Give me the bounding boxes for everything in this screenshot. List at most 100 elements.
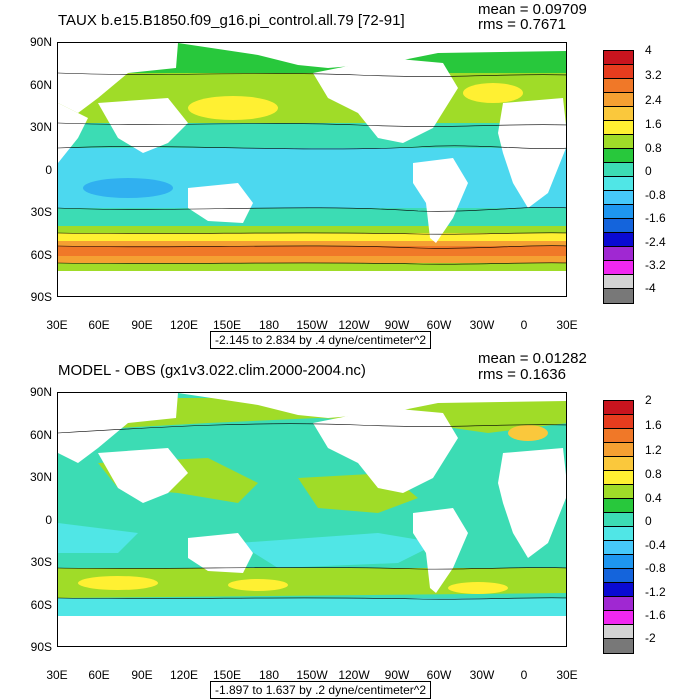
colorbar-label: 0 xyxy=(645,514,652,528)
colorbar-label: 0.8 xyxy=(645,141,662,155)
band-south-yellow xyxy=(58,233,566,241)
taux-map xyxy=(57,42,567,297)
taux-panel: TAUX b.e15.B1850.f09_g16.pi_control.all.… xyxy=(0,0,700,349)
contour-range-label: -2.145 to 2.834 by .4 dyne/centimeter^2 xyxy=(210,331,432,349)
lon-label: 30E xyxy=(556,668,578,682)
asia-south-land xyxy=(98,98,188,153)
lon-label: 30W xyxy=(469,318,495,332)
colorbar-label: -2 xyxy=(645,631,656,645)
colorbar-label: 0.4 xyxy=(645,491,662,505)
lon-label: 150W xyxy=(296,668,328,682)
south-yellow-2 xyxy=(228,579,288,591)
lon-label: 60W xyxy=(426,668,452,682)
colorbar-label: 4 xyxy=(645,43,652,57)
eurasia-land xyxy=(58,393,178,463)
colorbar-label: 3.2 xyxy=(645,68,662,82)
model-obs-panel: MODEL - OBS (gx1v3.022.clim.2000-2004.nc… xyxy=(0,350,700,699)
north-pacific-max xyxy=(188,96,278,120)
colorbar-label: 1.2 xyxy=(645,443,662,457)
colorbar-label: 0 xyxy=(645,164,652,178)
lat-label: 30N xyxy=(29,120,52,134)
band-south-green xyxy=(58,226,566,233)
lon-label: 90W xyxy=(384,318,410,332)
taux-map-canvas xyxy=(58,43,566,296)
lon-label: 150E xyxy=(212,668,242,682)
band-trades xyxy=(58,148,566,208)
rms-label: rms = 0.1636 xyxy=(478,366,566,383)
colorbar-label: -0.4 xyxy=(645,538,666,552)
rms-label: rms = 0.7671 xyxy=(478,16,566,33)
africa-land xyxy=(498,448,566,558)
mean-label: mean = 0.01282 xyxy=(478,350,587,367)
indian-cyan-patch xyxy=(58,523,138,553)
colorbar xyxy=(603,50,634,304)
colorbar-label: -2.4 xyxy=(645,235,666,249)
colorbar-label: -4 xyxy=(645,281,656,295)
lon-label: 30E xyxy=(46,668,68,682)
south-cyan-band xyxy=(58,598,566,616)
lat-label: 0 xyxy=(45,163,52,177)
colorbar xyxy=(603,400,634,654)
diff-map xyxy=(57,392,567,647)
south-pacific-cyan xyxy=(238,533,438,568)
lat-label: 60S xyxy=(30,598,52,612)
lat-label: 90N xyxy=(29,35,52,49)
lon-label: 90E xyxy=(131,668,153,682)
antarctica xyxy=(58,616,566,646)
band-south-sub xyxy=(58,208,566,228)
colorbar-label: 2.4 xyxy=(645,93,662,107)
colorbar-label: -1.6 xyxy=(645,211,666,225)
lon-label: 120E xyxy=(169,318,199,332)
lat-label: 0 xyxy=(45,513,52,527)
antarctica xyxy=(58,271,566,296)
colorbar-label: 0.8 xyxy=(645,467,662,481)
lat-label: 60S xyxy=(30,248,52,262)
lon-label: 60E xyxy=(88,318,110,332)
lon-label: 0 xyxy=(520,668,528,682)
lon-label: 180 xyxy=(258,318,280,332)
north-america-land xyxy=(313,408,458,493)
lat-label: 30S xyxy=(30,205,52,219)
lon-label: 30W xyxy=(469,668,495,682)
colorbar-label: -0.8 xyxy=(645,188,666,202)
lon-label: 180 xyxy=(258,668,280,682)
colorbar-label: -3.2 xyxy=(645,258,666,272)
arctic-land xyxy=(178,43,566,68)
colorbar-label: -1.6 xyxy=(645,608,666,622)
mean-label: mean = 0.09709 xyxy=(478,1,587,18)
lon-label: 60E xyxy=(88,668,110,682)
lon-label: 0 xyxy=(520,318,528,332)
contour-range-label: -1.897 to 1.637 by .2 dyne/centimeter^2 xyxy=(210,681,432,699)
lat-label: 90S xyxy=(30,640,52,654)
lon-label: 150E xyxy=(212,318,242,332)
south-america-land xyxy=(413,508,468,593)
south-yellow-1 xyxy=(78,576,158,590)
south-yellow-3 xyxy=(448,582,508,594)
lon-label: 150W xyxy=(296,318,328,332)
indian-trade-min xyxy=(83,178,173,198)
lon-label: 30E xyxy=(556,318,578,332)
north-atlantic-max xyxy=(463,83,523,103)
diff-map-canvas xyxy=(58,393,566,646)
colorbar-label: 1.6 xyxy=(645,117,662,131)
australia-land xyxy=(188,183,253,223)
colorbar-label: 2 xyxy=(645,393,652,407)
lat-label: 90S xyxy=(30,290,52,304)
australia-land xyxy=(188,533,253,573)
lon-label: 90W xyxy=(384,668,410,682)
south-america-land xyxy=(413,158,468,243)
lat-label: 90N xyxy=(29,385,52,399)
band-westerly-core xyxy=(58,246,566,256)
lon-label: 60W xyxy=(426,318,452,332)
colorbar-label: 1.6 xyxy=(645,418,662,432)
lat-label: 30N xyxy=(29,470,52,484)
panel-title: TAUX b.e15.B1850.f09_g16.pi_control.all.… xyxy=(58,12,405,29)
lon-label: 120W xyxy=(338,318,370,332)
lon-label: 120W xyxy=(338,668,370,682)
colorbar-label: -0.8 xyxy=(645,561,666,575)
lat-label: 60N xyxy=(29,78,52,92)
asia-south-land xyxy=(98,448,188,503)
lat-label: 30S xyxy=(30,555,52,569)
north-america-land xyxy=(313,58,458,143)
eurasia-land xyxy=(58,43,178,113)
